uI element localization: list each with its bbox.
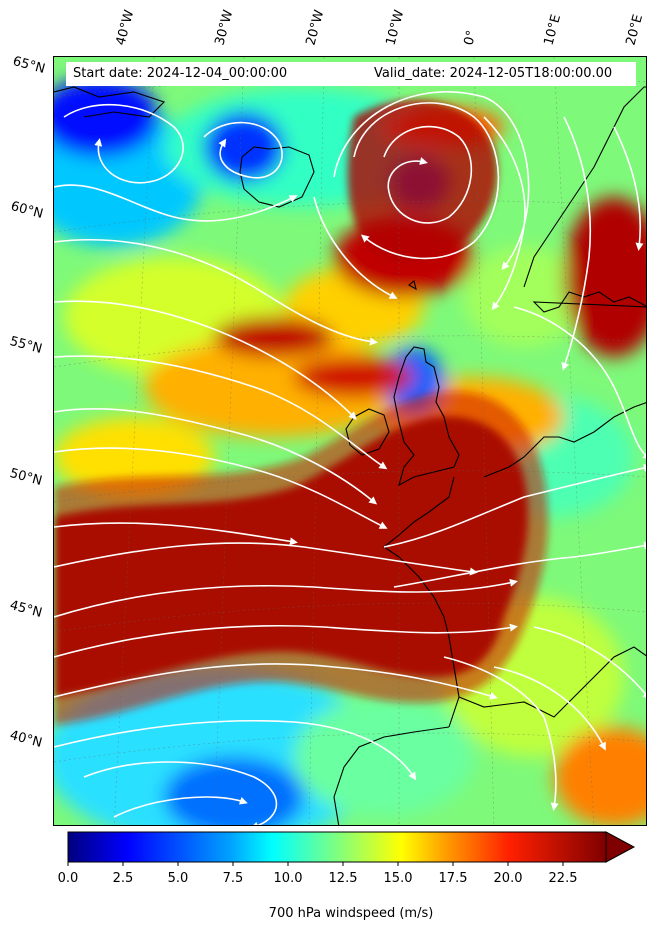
colorbar-tick-label: 2.5 <box>112 871 134 886</box>
wind-map <box>53 56 647 826</box>
colorbar-title: 700 hPa windspeed (m/s) <box>268 906 434 921</box>
lon-label-0: 0° <box>461 28 480 47</box>
colorbar <box>67 831 636 866</box>
streamlines <box>54 91 646 825</box>
lat-label-60n: 60°N <box>9 199 45 222</box>
coastlines <box>54 86 646 825</box>
lon-label-20e: 20°E <box>623 12 647 48</box>
colorbar-tick-label: 15.0 <box>383 871 413 886</box>
valid-date-label: Valid_date: 2024-12-05T18:00:00.00 <box>374 66 613 81</box>
lat-label-65n: 65°N <box>11 54 47 77</box>
colorbar-tick-label: 7.5 <box>222 871 244 886</box>
windspeed-field <box>54 57 646 825</box>
lat-label-55n: 55°N <box>8 334 44 357</box>
lat-label-50n: 50°N <box>8 466 44 489</box>
lon-label-10w: 10°W <box>383 8 408 47</box>
start-date-label: Start date: 2024-12-04_00:00:00 <box>73 66 288 81</box>
colorbar-tick-label: 22.5 <box>548 871 578 886</box>
colorbar-extend-arrow <box>605 831 636 863</box>
lat-label-40n: 40°N <box>8 728 44 751</box>
colorbar-tick-label: 10.0 <box>273 871 303 886</box>
colorbar-tick-label: 20.0 <box>493 871 523 886</box>
colorbar-tick-label: 0.0 <box>57 871 79 886</box>
colorbar-tick-label: 12.5 <box>328 871 358 886</box>
colorbar-tick-label: 5.0 <box>167 871 189 886</box>
colorbar-gradient <box>67 831 607 863</box>
lon-label-10e: 10°E <box>541 12 565 48</box>
lon-label-40w: 40°W <box>113 8 138 47</box>
colorbar-ticks <box>67 862 564 866</box>
map-canvas <box>54 57 646 825</box>
colorbar-tick-label: 17.5 <box>438 871 468 886</box>
lon-label-20w: 20°W <box>303 8 328 47</box>
lat-label-45n: 45°N <box>8 598 44 621</box>
header-box <box>66 62 636 86</box>
lon-label-30w: 30°W <box>212 8 237 47</box>
